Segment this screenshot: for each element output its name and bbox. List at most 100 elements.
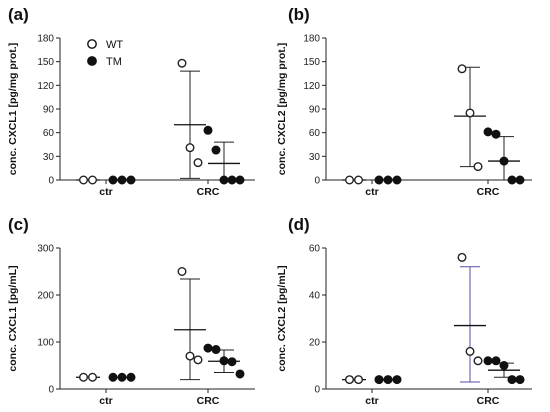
data-point-wt [354, 175, 364, 185]
y-tick-label: 180 [37, 34, 54, 45]
x-category-label: ctr [365, 186, 378, 198]
x-category-label: CRC [197, 186, 220, 198]
data-point-tm [126, 372, 136, 382]
data-point-tm [515, 375, 525, 385]
data-point-wt [473, 162, 483, 172]
data-point-wt [177, 267, 187, 277]
data-point-wt [465, 346, 475, 356]
data-point-wt [177, 58, 187, 68]
legend-marker-wt [87, 39, 97, 49]
data-point-wt [87, 372, 97, 382]
chart-panel-3: (c) 0 100 200 300 conc. CXCL1 [pg/mL] ctr CRC [7, 215, 255, 407]
data-point-tm [383, 175, 393, 185]
data-point-tm [117, 175, 127, 185]
x-category-label: CRC [197, 395, 220, 407]
y-tick-label: 300 [37, 244, 54, 255]
y-tick-label: 150 [303, 57, 320, 68]
data-point-wt [185, 351, 195, 361]
y-tick-label: 30 [309, 152, 321, 163]
data-point-tm [235, 369, 245, 379]
data-point-tm [235, 175, 245, 185]
legend-label: WT [106, 39, 123, 51]
y-tick-label: 100 [37, 338, 54, 349]
y-tick-label: 90 [309, 105, 321, 116]
y-tick-label: 150 [37, 57, 54, 68]
y-axis-title: conc. CXCL1 [pg/mL] [7, 265, 19, 371]
data-point-wt [193, 355, 203, 365]
panel-label: (a) [8, 5, 29, 24]
y-axis-title: conc. CXCL2 [pg/mL] [276, 265, 288, 371]
series-wt [342, 64, 486, 185]
data-point-tm [374, 375, 384, 385]
series-tm [108, 343, 245, 382]
data-point-tm [126, 175, 136, 185]
data-point-tm [108, 175, 118, 185]
data-point-wt [457, 64, 467, 74]
y-tick-label: 0 [48, 385, 54, 396]
y-axis-title: conc. CXCL2 [pg/mg prot.] [276, 43, 288, 175]
data-point-tm [227, 175, 237, 185]
data-point-tm [491, 129, 501, 139]
y-tick-label: 120 [37, 81, 54, 92]
x-category-label: ctr [365, 395, 378, 407]
x-category-label: CRC [477, 395, 500, 407]
data-point-tm [117, 372, 127, 382]
data-point-tm [227, 357, 237, 367]
x-category-label: ctr [99, 395, 112, 407]
chart-panel-2: (b) 0 30 60 90 120 150 180 conc. CXCL2 [pg/mg pr… [276, 5, 532, 198]
data-point-tm [211, 145, 221, 155]
series-wt [76, 58, 206, 185]
y-tick-label: 200 [37, 291, 54, 302]
chart-panel-1: (a) 0 30 60 90 120 150 180 conc. CXCL1 [pg/mg pr… [7, 5, 255, 198]
data-point-wt [78, 372, 88, 382]
data-point-tm [507, 175, 517, 185]
data-point-tm [374, 175, 384, 185]
series-tm [374, 356, 525, 385]
y-tick-label: 90 [43, 105, 55, 116]
y-tick-label: 0 [314, 176, 320, 187]
data-point-wt [185, 143, 195, 153]
data-point-tm [383, 375, 393, 385]
data-point-wt [345, 175, 355, 185]
data-point-wt [78, 175, 88, 185]
data-point-wt [457, 252, 467, 262]
data-point-tm [108, 372, 118, 382]
data-point-tm [219, 175, 229, 185]
data-point-tm [203, 125, 213, 135]
y-tick-label: 120 [303, 81, 320, 92]
panel-label: (c) [8, 215, 29, 234]
y-tick-label: 20 [309, 338, 321, 349]
series-tm [108, 125, 245, 185]
data-point-wt [193, 158, 203, 168]
data-point-tm [491, 356, 501, 366]
panel-label: (d) [288, 215, 310, 234]
data-point-tm [219, 356, 229, 366]
data-point-tm [483, 356, 493, 366]
y-axis-title: conc. CXCL1 [pg/mg prot.] [7, 43, 19, 175]
y-tick-label: 60 [309, 128, 321, 139]
y-tick-label: 30 [43, 152, 55, 163]
data-point-tm [392, 175, 402, 185]
legend: WT TM [87, 39, 123, 68]
data-point-tm [515, 175, 525, 185]
y-tick-label: 0 [48, 176, 54, 187]
data-point-wt [354, 375, 364, 385]
data-point-tm [211, 345, 221, 355]
data-point-tm [483, 127, 493, 137]
data-point-wt [465, 108, 475, 118]
data-point-wt [345, 375, 355, 385]
y-tick-label: 40 [309, 291, 321, 302]
y-tick-label: 60 [309, 244, 321, 255]
legend-marker-tm [87, 56, 97, 66]
data-point-tm [499, 156, 509, 166]
panel-label: (b) [288, 5, 310, 24]
y-tick-label: 60 [43, 128, 55, 139]
y-tick-label: 0 [314, 385, 320, 396]
data-point-wt [473, 356, 483, 366]
series-wt [76, 267, 206, 382]
data-point-tm [392, 375, 402, 385]
data-point-tm [499, 361, 509, 371]
series-wt [342, 252, 486, 385]
chart-panel-4: (d) 0 20 40 60 conc. CXCL2 [pg/mL] ctr CRC [276, 215, 532, 407]
